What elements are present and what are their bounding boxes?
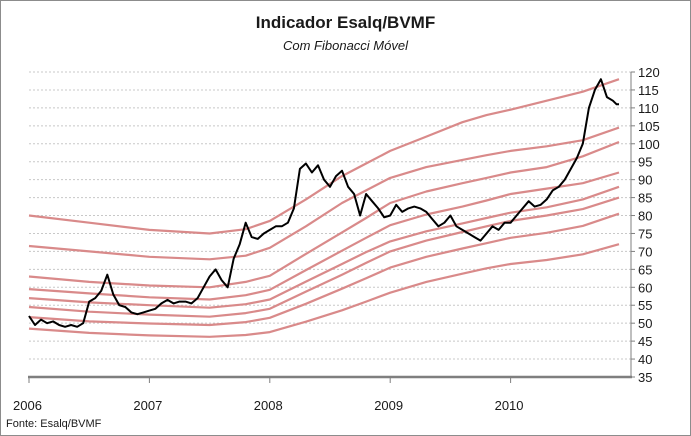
fibonacci-line-1 — [28, 243, 620, 338]
fibonacci-line-4 — [28, 185, 620, 309]
fibonacci-line-8 — [28, 78, 620, 235]
y-tick-label: 80 — [638, 209, 652, 224]
y-tick-label: 60 — [638, 280, 652, 295]
y-tick-label: 105 — [638, 119, 660, 134]
fibonacci-line-6 — [28, 140, 620, 289]
y-tick-label: 35 — [638, 370, 652, 385]
fibonacci-line-7 — [28, 126, 620, 261]
source-note: Fonte: Esalq/BVMF — [6, 418, 102, 430]
x-tick-label: 2009 — [374, 398, 403, 413]
axes — [28, 71, 635, 383]
y-tick-label: 115 — [638, 83, 659, 98]
y-tick-label: 65 — [638, 262, 652, 277]
y-tick-label: 70 — [638, 244, 652, 259]
price-line-group — [28, 78, 619, 328]
x-tick-label: 2010 — [495, 398, 524, 413]
y-tick-label: 95 — [638, 155, 652, 170]
x-tick-labels: 2006 2007 2008 2009 2010 — [13, 398, 524, 413]
fibonacci-line-5 — [28, 171, 620, 301]
y-tick-label: 85 — [638, 191, 652, 206]
y-tick-label: 90 — [638, 173, 652, 188]
price-line — [28, 78, 619, 328]
y-tick-label: 75 — [638, 226, 652, 241]
x-tick-label: 2007 — [133, 398, 162, 413]
fibonacci-line-3 — [28, 196, 620, 318]
y-tick-label: 40 — [638, 352, 652, 367]
y-tick-label: 50 — [638, 316, 652, 331]
y-tick-label: 120 — [638, 65, 660, 80]
fibonacci-lines — [28, 78, 620, 338]
y-tick-labels: 35 40 45 50 55 60 65 70 75 80 85 90 95 100 105 110 115 12… — [638, 65, 660, 385]
y-tick-label: 100 — [638, 137, 660, 152]
chart-title: Indicador Esalq/BVMF — [255, 13, 436, 32]
fibonacci-line-2 — [28, 212, 620, 327]
x-tick-label: 2008 — [254, 398, 283, 413]
chart-subtitle: Com Fibonacci Móvel — [283, 38, 408, 53]
y-tick-label: 55 — [638, 298, 652, 313]
y-tick-label: 45 — [638, 334, 652, 349]
gridlines — [29, 71, 631, 360]
y-tick-label: 110 — [638, 101, 659, 116]
x-tick-label: 2006 — [13, 398, 42, 413]
